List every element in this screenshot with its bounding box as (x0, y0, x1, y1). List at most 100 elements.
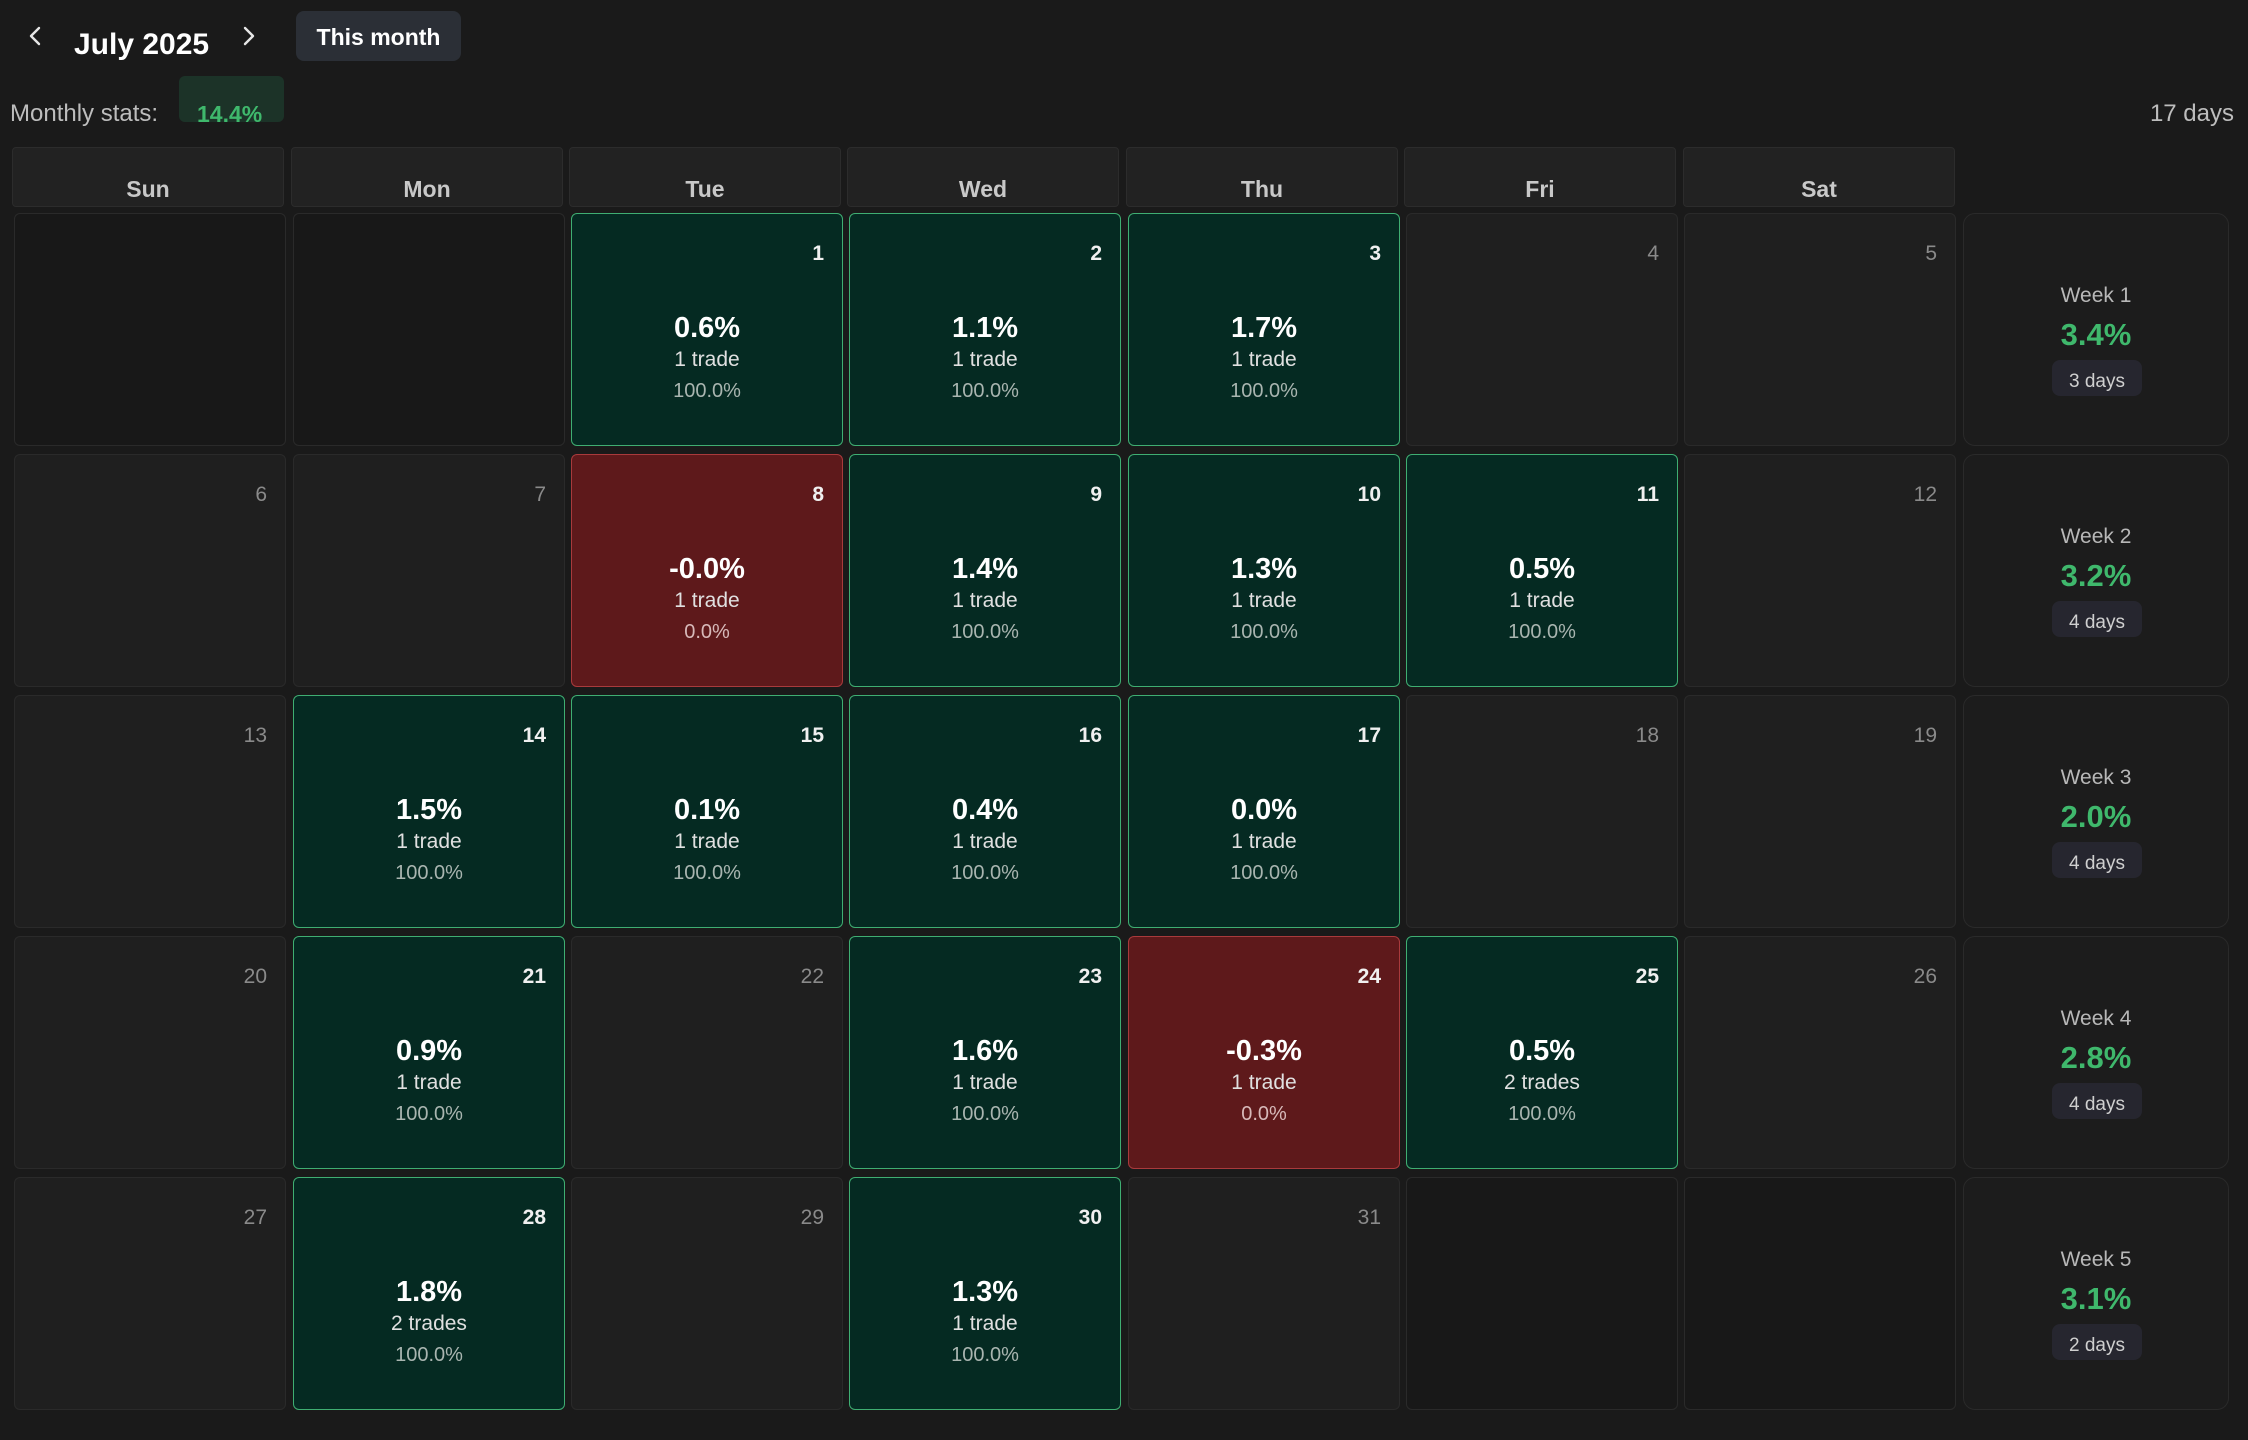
calendar-day-cell[interactable]: 20 (14, 936, 286, 1169)
day-win-rate: 100.0% (1508, 621, 1576, 643)
day-number: 1 (812, 242, 824, 265)
day-win-rate: 100.0% (1230, 621, 1298, 643)
total-days: 17 days (2149, 100, 2234, 127)
calendar-empty-cell (1684, 1177, 1956, 1410)
day-trade-count: 1 trade (674, 348, 740, 371)
calendar-day-cell[interactable]: 19 (1684, 695, 1956, 928)
day-trade-count: 1 trade (396, 1071, 462, 1094)
calendar-day-cell[interactable]: 6 (14, 454, 286, 687)
day-pnl-percent: 1.3% (1230, 553, 1298, 585)
chevron-right-icon (243, 26, 255, 46)
day-number: 28 (522, 1206, 546, 1229)
day-number: 4 (1647, 242, 1659, 265)
day-number: 24 (1357, 965, 1381, 988)
day-pnl-percent: 1.3% (951, 1276, 1019, 1308)
next-month-button[interactable] (226, 14, 270, 58)
week-summary-card[interactable]: Week 3 2.0% 4 days (1963, 695, 2229, 928)
day-trade-count: 1 trade (952, 348, 1018, 371)
calendar-day-cell[interactable]: 16 0.4% 1 trade 100.0% (849, 695, 1121, 928)
calendar-empty-cell (14, 213, 286, 446)
calendar-day-cell[interactable]: 22 (571, 936, 843, 1169)
week-summary-card[interactable]: Week 5 3.1% 2 days (1963, 1177, 2229, 1410)
day-number: 19 (1913, 724, 1937, 747)
day-win-rate: 0.0% (684, 621, 730, 643)
calendar-day-cell[interactable]: 31 (1128, 1177, 1400, 1410)
calendar-day-cell[interactable]: 26 (1684, 936, 1956, 1169)
day-trade-count: 1 trade (1231, 589, 1297, 612)
day-pnl-percent: 0.5% (1508, 1035, 1576, 1067)
week-days-badge: 4 days (2052, 842, 2142, 878)
calendar-day-cell[interactable]: 5 (1684, 213, 1956, 446)
monthly-stats-badge: 14.4% (179, 76, 284, 127)
calendar-day-cell[interactable]: 8 -0.0% 1 trade 0.0% (571, 454, 843, 687)
week-days-badge: 3 days (2052, 360, 2142, 396)
day-number: 5 (1925, 242, 1937, 265)
week-label: Week 1 (2060, 284, 2132, 307)
day-win-rate: 100.0% (951, 380, 1019, 402)
calendar-day-cell[interactable]: 15 0.1% 1 trade 100.0% (571, 695, 843, 928)
weekday-header-sun: Sun (12, 147, 284, 207)
day-number: 10 (1357, 483, 1381, 506)
calendar-day-cell[interactable]: 13 (14, 695, 286, 928)
day-number: 9 (1090, 483, 1102, 506)
day-win-rate: 100.0% (1508, 1103, 1576, 1125)
day-number: 23 (1078, 965, 1102, 988)
day-pnl-percent: 1.6% (951, 1035, 1019, 1067)
calendar-day-cell[interactable]: 9 1.4% 1 trade 100.0% (849, 454, 1121, 687)
calendar-day-cell[interactable]: 14 1.5% 1 trade 100.0% (293, 695, 565, 928)
calendar-day-cell[interactable]: 21 0.9% 1 trade 100.0% (293, 936, 565, 1169)
this-month-button[interactable]: This month (296, 11, 461, 61)
calendar-empty-cell (293, 213, 565, 446)
day-win-rate: 100.0% (673, 380, 741, 402)
day-pnl-percent: 1.4% (951, 553, 1019, 585)
calendar-day-cell[interactable]: 7 (293, 454, 565, 687)
day-number: 16 (1078, 724, 1102, 747)
week-pnl-percent: 2.0% (2060, 799, 2132, 834)
calendar-day-cell[interactable]: 11 0.5% 1 trade 100.0% (1406, 454, 1678, 687)
week-label: Week 4 (2060, 1007, 2132, 1030)
day-pnl-percent: 0.9% (395, 1035, 463, 1067)
calendar-day-cell[interactable]: 1 0.6% 1 trade 100.0% (571, 213, 843, 446)
day-pnl-percent: 1.1% (951, 312, 1019, 344)
day-number: 11 (1636, 483, 1659, 506)
day-pnl-percent: 1.5% (395, 794, 463, 826)
week-days-badge: 4 days (2052, 601, 2142, 637)
day-number: 3 (1369, 242, 1381, 265)
week-summary-card[interactable]: Week 4 2.8% 4 days (1963, 936, 2229, 1169)
calendar-day-cell[interactable]: 2 1.1% 1 trade 100.0% (849, 213, 1121, 446)
calendar-day-cell[interactable]: 24 -0.3% 1 trade 0.0% (1128, 936, 1400, 1169)
day-number: 27 (243, 1206, 267, 1229)
calendar-day-cell[interactable]: 23 1.6% 1 trade 100.0% (849, 936, 1121, 1169)
calendar-day-cell[interactable]: 17 0.0% 1 trade 100.0% (1128, 695, 1400, 928)
day-pnl-percent: 0.0% (1230, 794, 1298, 826)
day-trade-count: 2 trades (1504, 1071, 1580, 1094)
day-win-rate: 100.0% (395, 1344, 463, 1366)
calendar-day-cell[interactable]: 10 1.3% 1 trade 100.0% (1128, 454, 1400, 687)
day-trade-count: 1 trade (1231, 348, 1297, 371)
calendar-day-cell[interactable]: 28 1.8% 2 trades 100.0% (293, 1177, 565, 1410)
day-number: 21 (522, 965, 546, 988)
prev-month-button[interactable] (14, 14, 58, 58)
day-number: 20 (243, 965, 267, 988)
day-win-rate: 100.0% (951, 1344, 1019, 1366)
day-pnl-percent: 0.5% (1508, 553, 1576, 585)
calendar-day-cell[interactable]: 12 (1684, 454, 1956, 687)
day-trade-count: 1 trade (1509, 589, 1575, 612)
day-number: 13 (243, 724, 267, 747)
calendar-day-cell[interactable]: 18 (1406, 695, 1678, 928)
day-win-rate: 100.0% (395, 1103, 463, 1125)
day-trade-count: 2 trades (391, 1312, 467, 1335)
calendar-day-cell[interactable]: 27 (14, 1177, 286, 1410)
day-number: 18 (1635, 724, 1659, 747)
week-pnl-percent: 3.1% (2060, 1281, 2132, 1316)
week-summary-card[interactable]: Week 1 3.4% 3 days (1963, 213, 2229, 446)
week-days-badge: 2 days (2052, 1324, 2142, 1360)
calendar-day-cell[interactable]: 4 (1406, 213, 1678, 446)
day-number: 2 (1090, 242, 1102, 265)
calendar-day-cell[interactable]: 25 0.5% 2 trades 100.0% (1406, 936, 1678, 1169)
calendar-day-cell[interactable]: 3 1.7% 1 trade 100.0% (1128, 213, 1400, 446)
calendar-day-cell[interactable]: 29 (571, 1177, 843, 1410)
week-summary-card[interactable]: Week 2 3.2% 4 days (1963, 454, 2229, 687)
calendar-day-cell[interactable]: 30 1.3% 1 trade 100.0% (849, 1177, 1121, 1410)
day-number: 14 (522, 724, 546, 747)
